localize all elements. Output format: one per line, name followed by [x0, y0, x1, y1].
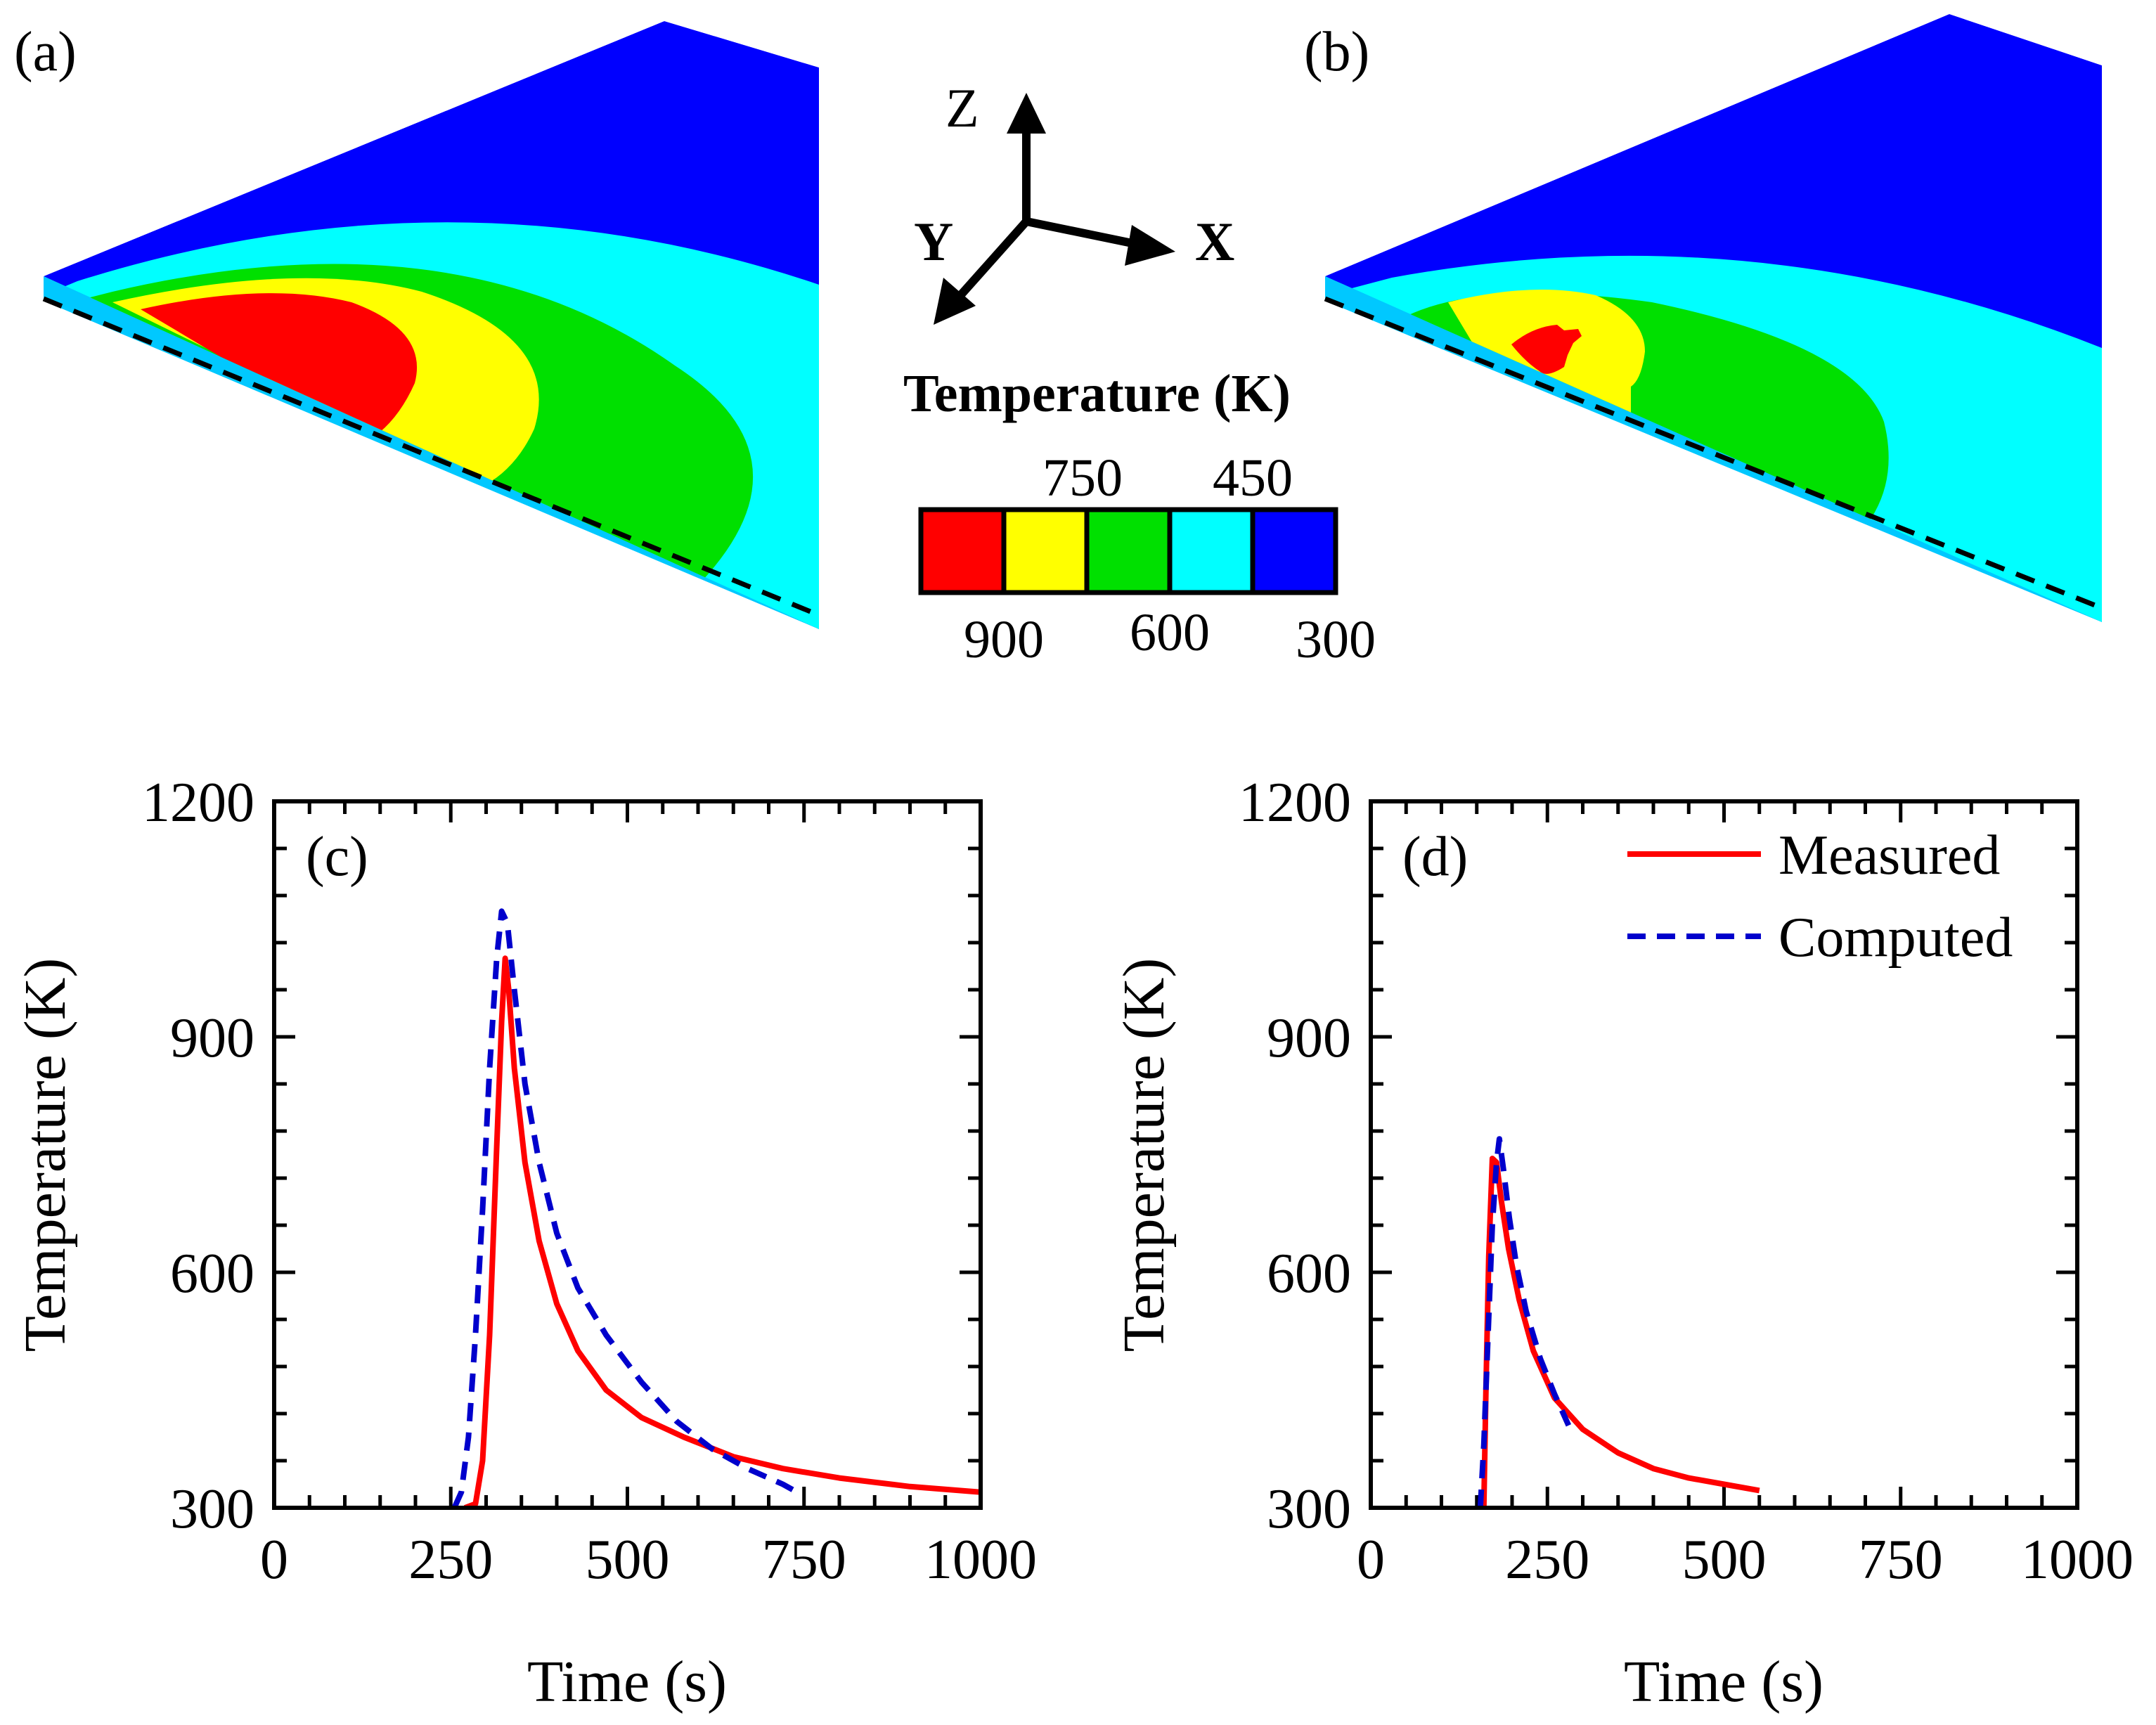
y-axis-title-d: Temperature (K) — [1111, 958, 1177, 1352]
computed-line-c — [451, 908, 799, 1508]
x-tick-label-d: 750 — [1859, 1529, 1943, 1591]
zone-900K-b — [1511, 325, 1582, 374]
x-axis-title-c: Time (s) — [527, 1649, 727, 1714]
legend-computed-label: Computed — [1779, 907, 2013, 969]
x-axis-title-d: Time (s) — [1624, 1649, 1823, 1714]
computed-line-d — [1477, 1136, 1572, 1508]
colorbar-swatch-600 — [1084, 507, 1173, 595]
x-axis-arrow — [1025, 217, 1147, 250]
plot-frame-c — [272, 799, 983, 1510]
y-tick-label-c: 600 — [170, 1243, 254, 1305]
x-arrowhead-icon — [1125, 225, 1175, 266]
x-tick-label-c: 1000 — [924, 1529, 1037, 1591]
colorbar-swatch-450 — [1167, 507, 1255, 595]
colorbar-label-750: 750 — [1043, 448, 1123, 508]
contour-panel-b: (b) — [1304, 14, 2103, 622]
y-tick-label-c: 1200 — [142, 772, 254, 834]
panel-label-d: (d) — [1402, 826, 1468, 888]
y-tick-label-d: 600 — [1267, 1243, 1351, 1305]
colorbar-swatch-900 — [918, 507, 1007, 595]
zone-900K-a — [141, 293, 418, 453]
x-tick-label-c: 250 — [408, 1529, 493, 1591]
x-tick-label-d: 1000 — [2021, 1529, 2134, 1591]
y-axis-arrow — [954, 219, 1030, 302]
y-tick-label-d: 300 — [1267, 1478, 1351, 1540]
x-tick-label-c: 750 — [762, 1529, 846, 1591]
colorbar: Temperature (K) 750 450 900 600 300 — [903, 364, 1376, 669]
y-tick-label-d: 1200 — [1239, 772, 1351, 834]
z-arrowhead-icon — [1007, 93, 1046, 134]
y-axis-label: Y — [914, 211, 953, 272]
panel-label-b: (b) — [1304, 21, 1369, 83]
z-axis-label: Z — [945, 77, 979, 138]
axes-triad — [934, 93, 1175, 325]
x-tick-label-c: 500 — [586, 1529, 670, 1591]
chart-d: 0 250 500 750 1000 300 600 900 1200 (d) Temperat… — [1111, 772, 2134, 1714]
chart-c: 0 250 500 750 1000 300 600 900 1200 (c) Temperat… — [13, 772, 1037, 1714]
colorbar-label-900: 900 — [964, 610, 1044, 669]
measurement-line-b — [1324, 296, 2103, 611]
colorbar-label-450: 450 — [1213, 448, 1293, 508]
y-arrowhead-icon — [934, 278, 976, 325]
panel-label-c: (c) — [306, 826, 368, 888]
panel-label-a: (a) — [14, 21, 77, 83]
x-axis-label: X — [1195, 211, 1234, 272]
y-tick-label-c: 900 — [170, 1007, 254, 1069]
colorbar-label-600: 600 — [1130, 603, 1210, 662]
x-tick-label-d: 500 — [1682, 1529, 1767, 1591]
x-tick-label-d: 250 — [1505, 1529, 1589, 1591]
x-tick-label-d: 0 — [1357, 1529, 1385, 1591]
colorbar-swatch-300 — [1250, 507, 1338, 595]
contour-panel-a: (a) — [14, 21, 820, 629]
colorbar-label-300: 300 — [1296, 610, 1376, 669]
plot-frame-d — [1369, 799, 2079, 1510]
measured-line-d — [1480, 1156, 1760, 1508]
colorbar-swatch-750 — [1001, 507, 1090, 595]
measured-line-c — [464, 955, 981, 1508]
x-tick-label-c: 0 — [260, 1529, 288, 1591]
measurement-line-a — [42, 296, 820, 618]
y-tick-label-c: 300 — [170, 1478, 254, 1540]
colorbar-title: Temperature (K) — [903, 364, 1291, 423]
legend-measured-label: Measured — [1779, 825, 2000, 886]
legend: Measured Computed — [1627, 825, 2013, 969]
y-tick-label-d: 900 — [1267, 1007, 1351, 1069]
y-axis-title-c: Temperature (K) — [13, 958, 78, 1352]
